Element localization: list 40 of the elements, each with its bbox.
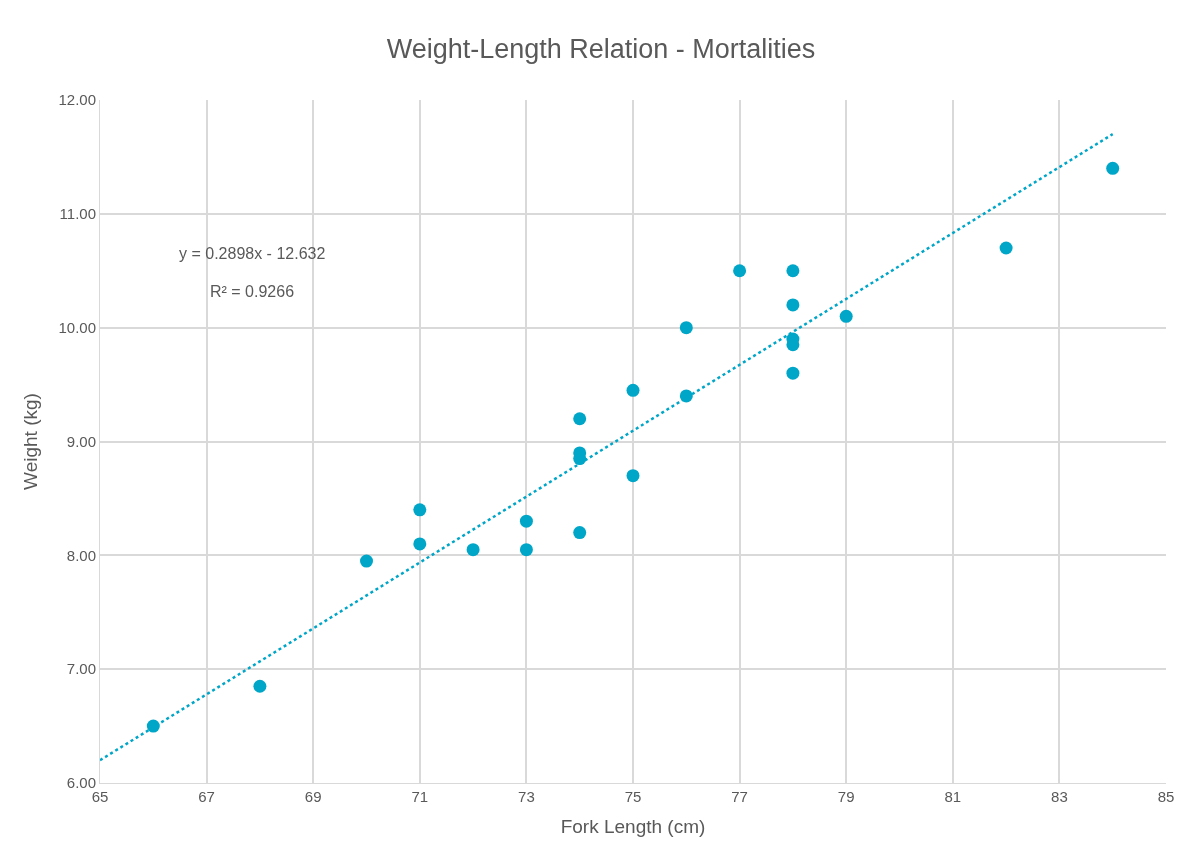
point xyxy=(413,503,427,517)
point xyxy=(573,526,587,540)
point xyxy=(1106,161,1120,175)
x-tick-label: 67 xyxy=(198,788,215,805)
point xyxy=(626,383,640,397)
x-tick-label: 79 xyxy=(837,788,855,805)
chart-title: Weight-Length Relation - Mortalities xyxy=(386,33,816,64)
x-axis-title: Fork Length (cm) xyxy=(560,815,706,837)
y-axis-title: Weight (kg) xyxy=(20,393,42,490)
y-tick-label: 9.00 xyxy=(66,432,96,450)
point xyxy=(839,309,853,323)
x-tick-label: 83 xyxy=(1051,788,1068,805)
point xyxy=(573,412,587,426)
x-tick-label: 77 xyxy=(731,788,748,805)
x-tick-label: 75 xyxy=(624,788,642,805)
x-tick-label: 85 xyxy=(1157,788,1175,805)
point xyxy=(519,543,533,557)
point xyxy=(786,264,800,278)
annotation: y = 0.2898x - 12.632 xyxy=(179,245,326,262)
y-tick-label: 10.00 xyxy=(58,318,96,336)
point xyxy=(626,469,640,483)
point xyxy=(253,679,267,693)
point xyxy=(413,537,427,551)
point xyxy=(519,514,533,528)
x-tick-label: 73 xyxy=(518,788,535,805)
y-tick-label: 11.00 xyxy=(59,205,96,223)
x-tick-label: 81 xyxy=(944,788,962,805)
annotation: R² = 0.9266 xyxy=(210,283,295,300)
point xyxy=(786,298,800,312)
y-tick-label: 7.00 xyxy=(66,660,96,678)
point xyxy=(999,241,1013,255)
point xyxy=(360,554,373,568)
point xyxy=(733,264,747,278)
point xyxy=(679,321,693,335)
point xyxy=(466,543,480,557)
point xyxy=(786,366,800,380)
y-tick-label: 12.00 xyxy=(58,91,96,109)
x-tick-label: 71 xyxy=(411,788,429,805)
y-tick-label: 8.00 xyxy=(66,546,96,564)
x-tick-label: 69 xyxy=(304,788,322,805)
